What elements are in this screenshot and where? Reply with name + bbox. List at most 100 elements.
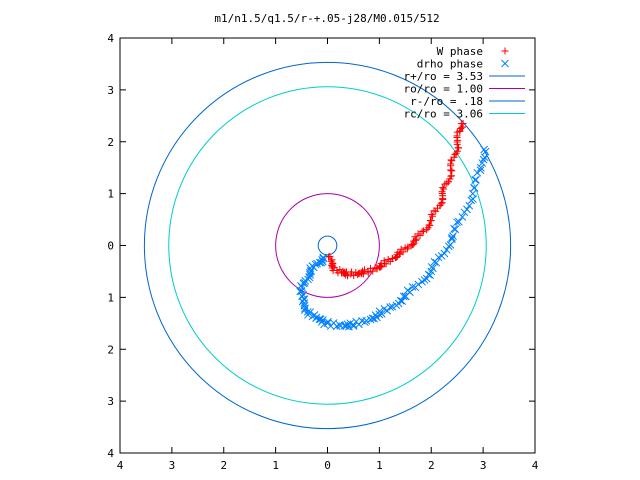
y-tick-label: 0 [107, 240, 114, 253]
w-phase-point [427, 210, 435, 218]
drho-phase-point [408, 283, 417, 291]
drho-phase-point [377, 310, 386, 318]
w-phase-point [440, 185, 448, 193]
legend-label: r+/ro = 3.53 [404, 70, 483, 83]
drho-phase-point [463, 205, 471, 214]
circle-r-ro-3-53 [143, 61, 512, 430]
circle-ro-ro-1-00 [275, 193, 380, 298]
drho-phase-point [470, 183, 479, 192]
drho-phase-point [451, 225, 460, 234]
w-phase-point [354, 271, 362, 279]
w-phase-point [409, 241, 417, 249]
w-phase-point [426, 221, 434, 229]
drho-phase-point [306, 308, 314, 316]
w-phase-point [404, 243, 412, 251]
y-tick-label: 1 [107, 291, 114, 304]
legend-label: rc/ro = 3.06 [404, 108, 483, 121]
w-phase-point [455, 144, 463, 152]
y-tick-label: 2 [107, 136, 114, 149]
w-phase-point [344, 272, 352, 280]
drho-phase-point [476, 163, 485, 172]
w-phase-point [410, 239, 418, 247]
drho-phase-point [473, 168, 482, 177]
drho-phase-point [316, 315, 325, 324]
w-phase-point [419, 227, 427, 235]
w-phase-point [412, 235, 420, 243]
w-phase-point [382, 260, 390, 268]
legend-entry-ro-ro-1-00: ro/ro = 1.00 [404, 83, 525, 96]
w-phase-point [457, 124, 465, 132]
w-phase-point [427, 216, 435, 224]
legend-label: ro/ro = 1.00 [404, 83, 483, 96]
w-phase-point [412, 236, 420, 244]
drho-phase-point [362, 316, 371, 325]
w-phase-point [453, 147, 461, 155]
drho-phase-point [449, 232, 457, 240]
y-tick-label: 2 [107, 343, 114, 356]
drho-phase-point [480, 145, 489, 154]
drho-phase-point [472, 175, 480, 184]
w-phase-point [438, 190, 446, 198]
w-phase-point [396, 249, 404, 257]
w-phase-point [388, 254, 396, 262]
legend-label: drho phase [417, 58, 483, 71]
x-tick-label: 0 [324, 459, 331, 472]
w-phase-point [418, 228, 426, 236]
w-phase-point [399, 248, 407, 256]
x-tick-label: 3 [480, 459, 487, 472]
legend-marker [501, 59, 509, 68]
drho-phase-point [318, 257, 327, 266]
legend-marker [501, 47, 509, 55]
drho-phase-point [399, 292, 408, 301]
drho-phase-point [398, 297, 406, 306]
phase-points [296, 120, 490, 331]
drho-phase-point [455, 217, 463, 226]
drho-phase-point [349, 322, 358, 331]
drho-phase-point [465, 201, 474, 210]
w-phase-point [448, 167, 456, 175]
w-phase-point [432, 207, 440, 215]
circle-r-ro-18 [317, 235, 338, 256]
x-tick-label: 2 [428, 459, 435, 472]
w-phase-point [423, 226, 431, 234]
drho-phase-point [300, 279, 309, 287]
drho-phase-point [446, 241, 455, 249]
drho-phase-point [476, 166, 485, 175]
w-phase-point [416, 231, 424, 239]
x-tick-label: 1 [272, 459, 279, 472]
w-phase-point [450, 153, 458, 161]
w-phase-point [437, 200, 445, 208]
drho-phase-point [479, 155, 488, 164]
w-phase-point [403, 245, 411, 253]
w-phase-point [364, 269, 372, 277]
drho-phase-point [432, 258, 441, 267]
x-tick-label: 4 [532, 459, 539, 472]
reference-circles [143, 61, 512, 430]
drho-phase-point [429, 264, 437, 273]
drho-phase-point [301, 304, 309, 313]
y-tick-label: 3 [107, 395, 114, 408]
drho-phase-point [458, 213, 467, 221]
w-phase-point [428, 212, 436, 220]
y-tick-label: 4 [107, 32, 114, 45]
drho-phase-point [318, 316, 327, 324]
chart-title: m1/n1.5/q1.5/r-+.05-j28/M0.015/512 [214, 12, 439, 25]
y-tick-label: 4 [107, 447, 114, 460]
legend-entry-r-ro-3-53: r+/ro = 3.53 [404, 70, 525, 83]
drho-phase-point [386, 303, 395, 311]
w-phase-point [443, 179, 451, 187]
w-phase-point [361, 266, 369, 274]
y-tick-label: 3 [107, 84, 114, 97]
x-tick-label: 3 [169, 459, 176, 472]
drho-phase-point [450, 224, 458, 233]
drho-phase-point [355, 320, 363, 329]
x-tick-label: 1 [376, 459, 383, 472]
legend-entry-w-phase: W phase [437, 45, 509, 58]
drho-phase-point [388, 302, 397, 311]
drho-phase-point [406, 288, 414, 297]
w-phase-point [438, 199, 446, 207]
drho-phase-point [442, 245, 451, 254]
legend-label: W phase [437, 45, 483, 58]
